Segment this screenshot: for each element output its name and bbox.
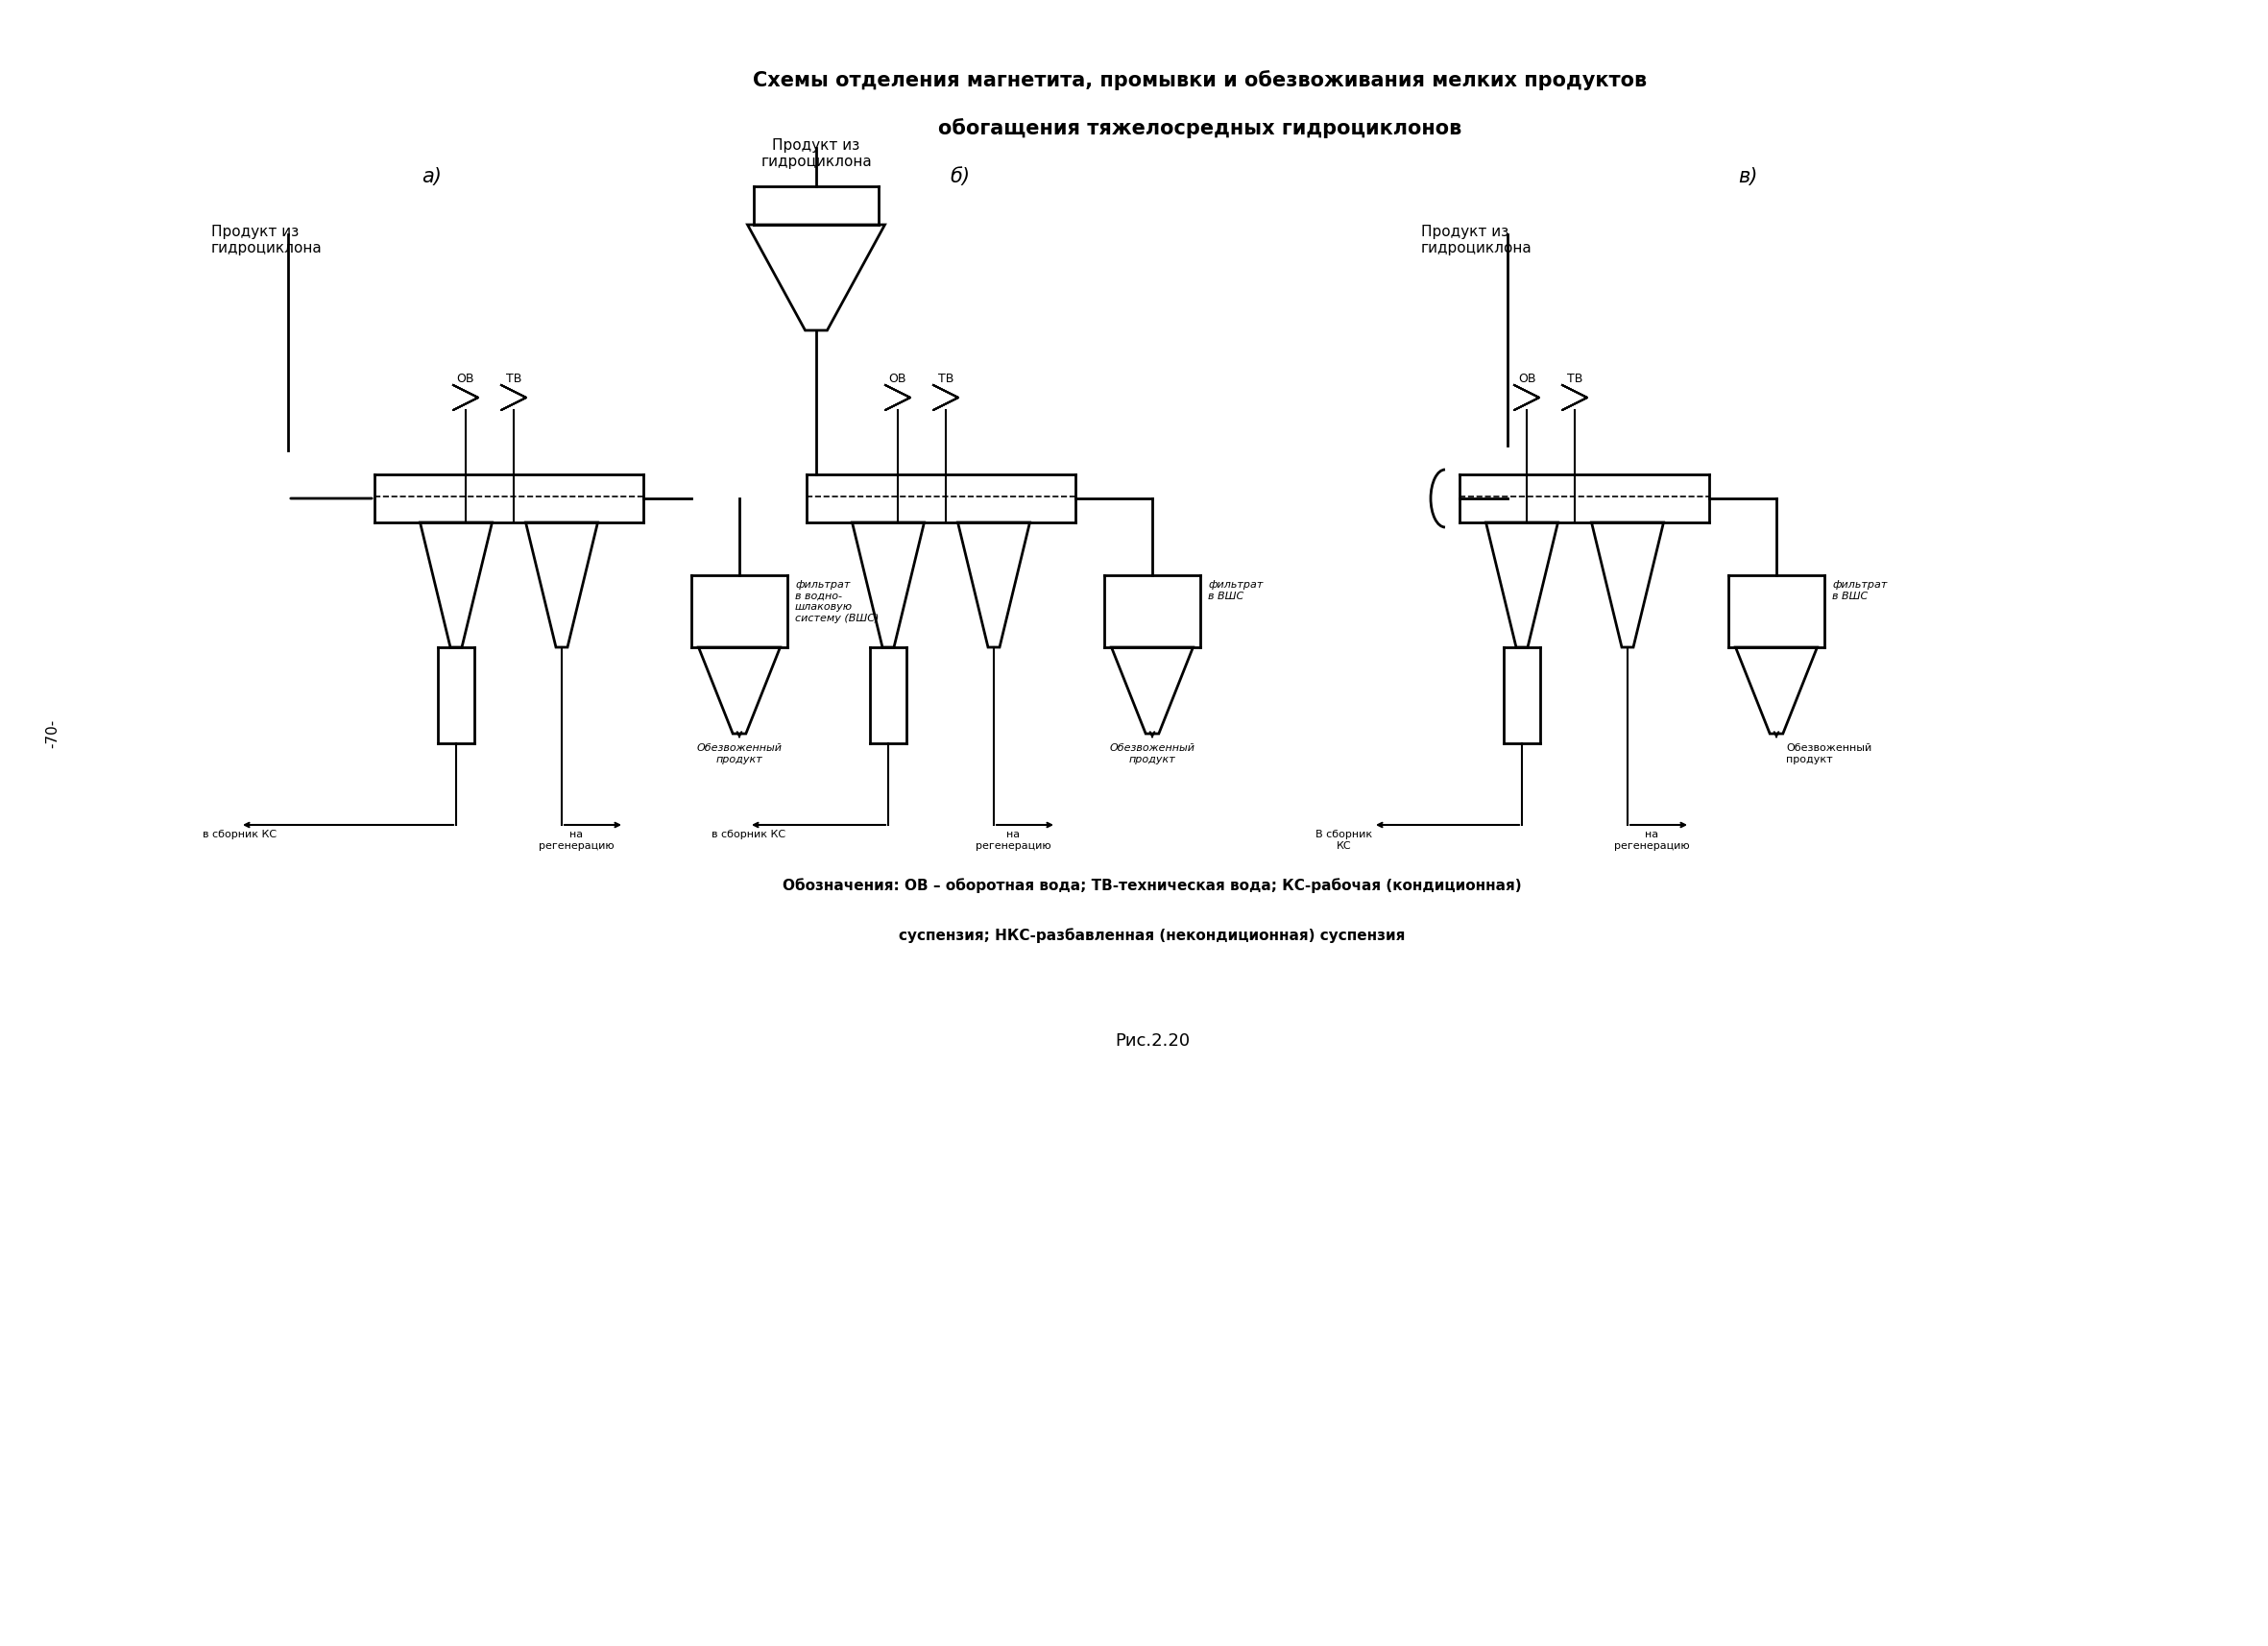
Text: ОВ: ОВ: [1517, 372, 1535, 385]
Text: ОВ: ОВ: [456, 372, 474, 385]
Text: фильтрат
в ВШС: фильтрат в ВШС: [1833, 579, 1887, 601]
Text: на
регенерацию: на регенерацию: [538, 830, 615, 851]
Text: а): а): [422, 168, 442, 186]
Text: Схемы отделения магнетита, промывки и обезвоживания мелких продуктов: Схемы отделения магнетита, промывки и об…: [753, 71, 1647, 91]
Text: фильтрат
в водно-
шлаковую
систему (ВШС): фильтрат в водно- шлаковую систему (ВШС): [796, 579, 880, 624]
Text: Продукт из
гидроциклона: Продукт из гидроциклона: [211, 226, 322, 255]
Text: Обезвоженный
продукт: Обезвоженный продукт: [696, 744, 782, 764]
Text: в сборник КС: в сборник КС: [204, 830, 277, 839]
Text: ТВ: ТВ: [1567, 372, 1583, 385]
Text: суспензия; НКС-разбавленная (некондиционная) суспензия: суспензия; НКС-разбавленная (некондицион…: [898, 928, 1406, 943]
Text: Обезвоженный
продукт: Обезвоженный продукт: [1109, 744, 1195, 764]
Text: фильтрат
в ВШС: фильтрат в ВШС: [1209, 579, 1263, 601]
Text: В сборник
КС: В сборник КС: [1315, 830, 1372, 851]
Text: ТВ: ТВ: [939, 372, 953, 385]
Text: на
регенерацию: на регенерацию: [975, 830, 1050, 851]
Text: Обезвоженный
продукт: Обезвоженный продукт: [1785, 744, 1871, 764]
Text: Обозначения: ОВ – оборотная вода; ТВ-техническая вода; КС-рабочая (кондиционная): Обозначения: ОВ – оборотная вода; ТВ-тех…: [782, 877, 1522, 892]
Text: ТВ: ТВ: [506, 372, 522, 385]
Text: ОВ: ОВ: [889, 372, 907, 385]
Text: б): б): [950, 168, 971, 186]
Text: в сборник КС: в сборник КС: [712, 830, 787, 839]
Text: Продукт из
гидроциклона: Продукт из гидроциклона: [1422, 226, 1533, 255]
Text: Продукт из
гидроциклона: Продукт из гидроциклона: [760, 138, 871, 170]
Text: обогащения тяжелосредных гидроциклонов: обогащения тяжелосредных гидроциклонов: [939, 119, 1463, 138]
Text: в): в): [1737, 168, 1758, 186]
Text: -70-: -70-: [45, 719, 59, 749]
Text: Рис.2.20: Рис.2.20: [1116, 1032, 1191, 1050]
Text: на
регенерацию: на регенерацию: [1615, 830, 1690, 851]
